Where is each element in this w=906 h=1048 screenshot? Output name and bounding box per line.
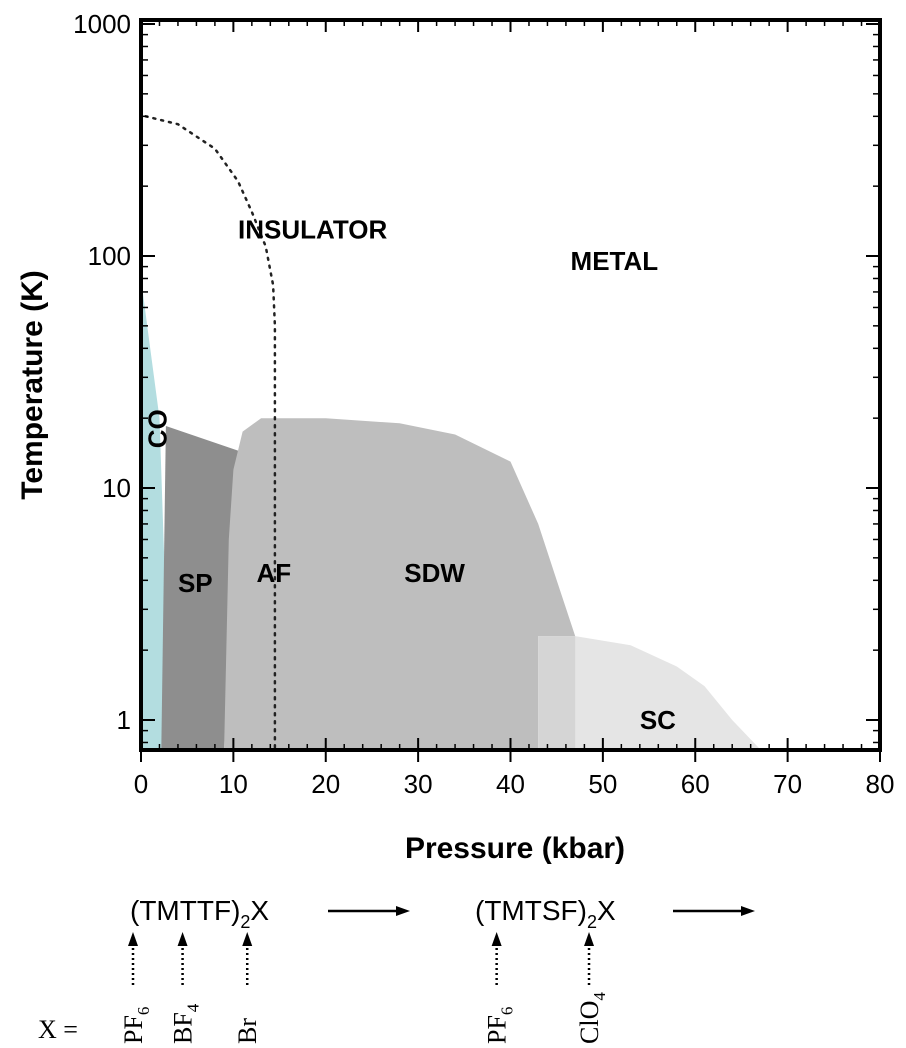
region-labels: INSULATOR METAL CO SP AF SDW SC — [143, 215, 677, 735]
anion-arrow-head — [584, 932, 595, 946]
compound-series-axis: (TMTTF)2X (TMTSF)2X — [130, 895, 755, 932]
anion-label: ClO4 — [575, 992, 609, 1044]
anion-label: Br — [233, 1018, 262, 1044]
boundary-line — [144, 115, 277, 750]
anion-sub: 6 — [134, 1007, 153, 1016]
region-label-co: CO — [143, 409, 173, 448]
anion-main: PF — [483, 1015, 512, 1044]
formula-main: (TMTTF) — [130, 895, 240, 926]
anion-main: BF — [169, 1012, 198, 1044]
region-label-insulator: INSULATOR — [238, 215, 387, 245]
anion-marker: BF4 — [169, 932, 203, 1044]
x-tick-label-10: 10 — [219, 769, 248, 799]
x-axis-title: Pressure (kbar) — [405, 832, 625, 865]
anion-arrow-head — [491, 932, 502, 946]
formula-sub: 2 — [240, 912, 250, 932]
series-arrow-head — [741, 906, 755, 916]
region-label-sp: SP — [178, 568, 213, 598]
anion-prefix: X = — [38, 1015, 78, 1044]
series-arrow-head — [396, 906, 410, 916]
anion-main: ClO — [575, 1001, 604, 1044]
axis-ticks: 0 10 20 30 40 50 60 70 80 1 10 100 1000 — [73, 9, 894, 799]
region-sc — [538, 636, 760, 749]
anion-marker: PF6 — [119, 932, 153, 1044]
insulator-metal-boundary — [144, 115, 277, 750]
anion-marker: ClO4 — [575, 932, 609, 1044]
anion-arrow-head — [242, 932, 253, 946]
formula-suffix: X — [597, 895, 616, 926]
x-tick-label-50: 50 — [588, 769, 617, 799]
anion-main: PF — [119, 1015, 148, 1044]
x-tick-label-70: 70 — [773, 769, 802, 799]
y-tick-label-1000: 1000 — [73, 9, 131, 39]
x-tick-label-60: 60 — [681, 769, 710, 799]
x-tick-label-80: 80 — [866, 769, 895, 799]
formula-sub: 2 — [587, 912, 597, 932]
y-axis-title: Temperature (K) — [16, 270, 49, 499]
y-tick-label-10: 10 — [102, 473, 131, 503]
region-sdw-sc-overlap — [538, 636, 576, 749]
region-sdw — [224, 418, 576, 749]
compound-formula: (TMTSF)2X — [475, 895, 616, 932]
anion-label: PF6 — [119, 1007, 153, 1044]
compound-formula: (TMTTF)2X — [130, 895, 269, 932]
x-tick-label-40: 40 — [496, 769, 525, 799]
compound-label: (TMTTF)2X — [130, 895, 410, 932]
anion-sub: 4 — [590, 992, 609, 1001]
anion-label: PF6 — [483, 1007, 517, 1044]
region-label-sdw: SDW — [404, 558, 465, 588]
anion-label: BF4 — [169, 1003, 203, 1044]
y-tick-label-1: 1 — [117, 705, 131, 735]
x-tick-label-20: 20 — [311, 769, 340, 799]
formula-suffix: X — [250, 895, 269, 926]
anion-sub: 6 — [498, 1007, 517, 1016]
region-sp — [161, 426, 238, 749]
compound-label: (TMTSF)2X — [475, 895, 755, 932]
x-tick-label-30: 30 — [404, 769, 433, 799]
anion-marker: Br — [233, 932, 262, 1044]
phase-regions — [141, 278, 760, 749]
formula-main: (TMTSF) — [475, 895, 587, 926]
anion-main: Br — [233, 1018, 262, 1044]
region-label-sc: SC — [640, 705, 676, 735]
anion-arrow-head — [177, 932, 188, 946]
region-label-af: AF — [256, 558, 291, 588]
x-tick-label-0: 0 — [134, 769, 148, 799]
anion-arrow-head — [128, 932, 138, 946]
y-tick-label-100: 100 — [88, 241, 131, 271]
anion-sub: 4 — [184, 1003, 203, 1012]
anion-marker: PF6 — [483, 932, 517, 1044]
region-label-metal: METAL — [571, 246, 659, 276]
